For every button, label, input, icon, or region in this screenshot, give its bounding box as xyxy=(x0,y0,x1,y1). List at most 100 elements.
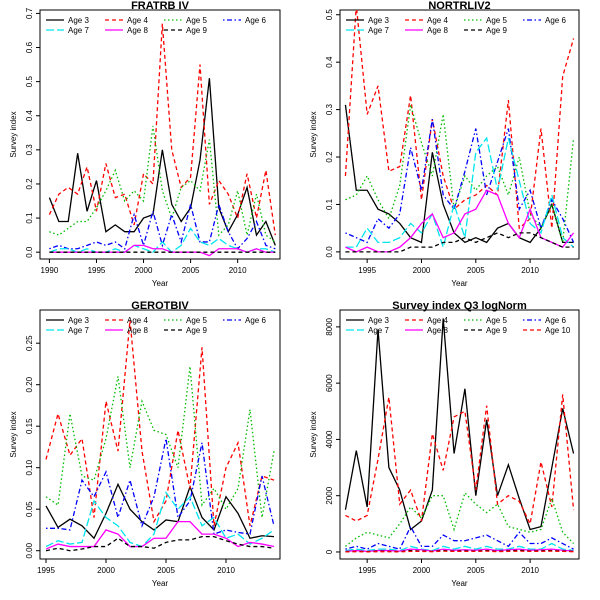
series-line-age-5 xyxy=(49,125,276,243)
legend-entry: Age 9 xyxy=(186,326,207,335)
chart-title: Survey index Q3 logNorm xyxy=(392,300,527,312)
series-line-age-3 xyxy=(45,482,275,540)
legend-entry: Age 3 xyxy=(68,316,89,325)
legend-entry: Age 7 xyxy=(68,26,89,35)
plot-frame xyxy=(339,9,580,260)
legend-entry: Age 3 xyxy=(368,16,389,25)
y-tick-label: 4000 xyxy=(325,430,334,448)
x-tick-label: 2005 xyxy=(467,566,485,575)
series-line-age-4 xyxy=(345,394,575,526)
y-tick-label: 0.3 xyxy=(25,144,34,156)
y-axis-label: Survey index xyxy=(309,411,318,457)
legend-entry: Age 3 xyxy=(368,316,389,325)
x-tick-label: 2010 xyxy=(229,266,247,275)
series-line-age-3 xyxy=(48,78,276,246)
series-lines xyxy=(45,319,275,552)
x-tick-label: 2005 xyxy=(182,266,200,275)
chart-panel-3: GEROTBIV 1995 2000 2005 2010 0.00 0.05 0.10 0.15… xyxy=(9,300,281,588)
y-tick-label: 0.10 xyxy=(25,459,34,475)
series-line-age-7 xyxy=(345,136,574,250)
series-line-age-5 xyxy=(45,366,275,518)
x-tick-label: 2000 xyxy=(413,566,431,575)
legend-entry: Age 4 xyxy=(127,16,148,25)
y-tick-label: 0.6 xyxy=(25,41,34,53)
y-tick-label: 0.2 xyxy=(325,151,334,163)
y-tick-label: 0.0 xyxy=(325,246,334,258)
legend-entry: Age 5 xyxy=(486,16,507,25)
series-line-age-4 xyxy=(45,319,275,526)
series-line-age-7 xyxy=(345,542,574,552)
x-axis-label: Year xyxy=(152,579,169,588)
y-tick-label: 0.4 xyxy=(325,56,334,68)
legend-entry: Age 4 xyxy=(427,316,448,325)
y-tick-label: 0.5 xyxy=(325,9,334,21)
x-tick-label: 2005 xyxy=(467,266,485,275)
y-tick-label: 0.1 xyxy=(25,212,34,224)
y-tick-label: 0.15 xyxy=(25,418,34,434)
x-tick-label: 2005 xyxy=(157,566,175,575)
legend-entry: Age 9 xyxy=(486,26,507,35)
x-axis-label: Year xyxy=(451,279,468,288)
x-tick-label: 2010 xyxy=(521,566,539,575)
legend-entry: Age 5 xyxy=(186,316,207,325)
series-line-age-5 xyxy=(345,491,575,547)
y-tick-label: 2000 xyxy=(325,486,334,504)
chart-title: GEROTBIV xyxy=(131,300,189,312)
legend-entry: Age 7 xyxy=(368,326,389,335)
x-tick-label: 1995 xyxy=(358,566,376,575)
series-line-age-9 xyxy=(345,232,574,253)
legend-entry: Age 8 xyxy=(127,26,148,35)
series-line-age-6 xyxy=(46,438,275,535)
y-tick-label: 0.2 xyxy=(25,178,34,190)
y-tick-label: 0.7 xyxy=(25,7,34,19)
y-tick-label: 8000 xyxy=(325,317,334,335)
plot-frame xyxy=(39,309,281,560)
x-tick-label: 2000 xyxy=(413,266,431,275)
legend-entry: Age 4 xyxy=(427,16,448,25)
series-lines xyxy=(48,23,276,257)
x-tick-label: 2000 xyxy=(97,566,115,575)
x-axis-label: Year xyxy=(451,579,468,588)
x-tick-label: 1995 xyxy=(358,266,376,275)
legend-entry: Age 5 xyxy=(486,316,507,325)
series-line-age-4 xyxy=(344,10,575,230)
series-line-age-10 xyxy=(345,550,574,553)
y-tick-label: 6000 xyxy=(325,374,334,392)
legend-entry: Age 9 xyxy=(486,326,507,335)
y-tick-label: 0.05 xyxy=(25,501,34,517)
legend-entry: Age 6 xyxy=(545,316,566,325)
x-tick-label: 1990 xyxy=(41,266,59,275)
series-line-age-3 xyxy=(344,318,575,531)
chart-title: FRATRB IV xyxy=(131,0,190,12)
y-tick-label: 0.00 xyxy=(25,542,34,558)
series-line-age-6 xyxy=(345,118,575,244)
legend-entry: Age 4 xyxy=(127,316,148,325)
legend-entry: Age 8 xyxy=(427,326,448,335)
series-line-age-7 xyxy=(45,491,275,548)
legend-entry: Age 3 xyxy=(68,16,89,25)
x-tick-label: 1995 xyxy=(37,566,55,575)
chart-title: NORTRLIV2 xyxy=(428,0,490,12)
y-tick-label: 0 xyxy=(325,549,334,554)
chart-panel-4: Survey index Q3 logNorm 1995 2000 2005 2010 0… xyxy=(309,300,580,588)
series-lines xyxy=(344,318,575,553)
y-axis-label: Survey index xyxy=(9,111,18,157)
legend-entry: Age 9 xyxy=(186,26,207,35)
plot-frame xyxy=(339,309,580,560)
y-tick-label: 0.4 xyxy=(25,110,34,122)
x-tick-label: 1995 xyxy=(88,266,106,275)
x-tick-label: 2010 xyxy=(217,566,235,575)
legend-entry: Age 6 xyxy=(245,16,266,25)
series-lines xyxy=(344,10,575,253)
series-line-age-8 xyxy=(45,521,275,550)
legend-entry: Age 7 xyxy=(368,26,389,35)
y-axis-label: Survey index xyxy=(309,111,318,157)
x-axis-label: Year xyxy=(152,279,169,288)
chart-panel-2: NORTRLIV2 1995 2000 2005 2010 0.0 0.1 0.2 0.3 0.4… xyxy=(309,0,580,288)
y-tick-label: 0.0 xyxy=(25,246,34,258)
legend-entry: Age 8 xyxy=(127,326,148,335)
legend-entry: Age 6 xyxy=(245,316,266,325)
y-tick-label: 0.20 xyxy=(25,376,34,392)
series-line-age-6 xyxy=(345,525,574,550)
